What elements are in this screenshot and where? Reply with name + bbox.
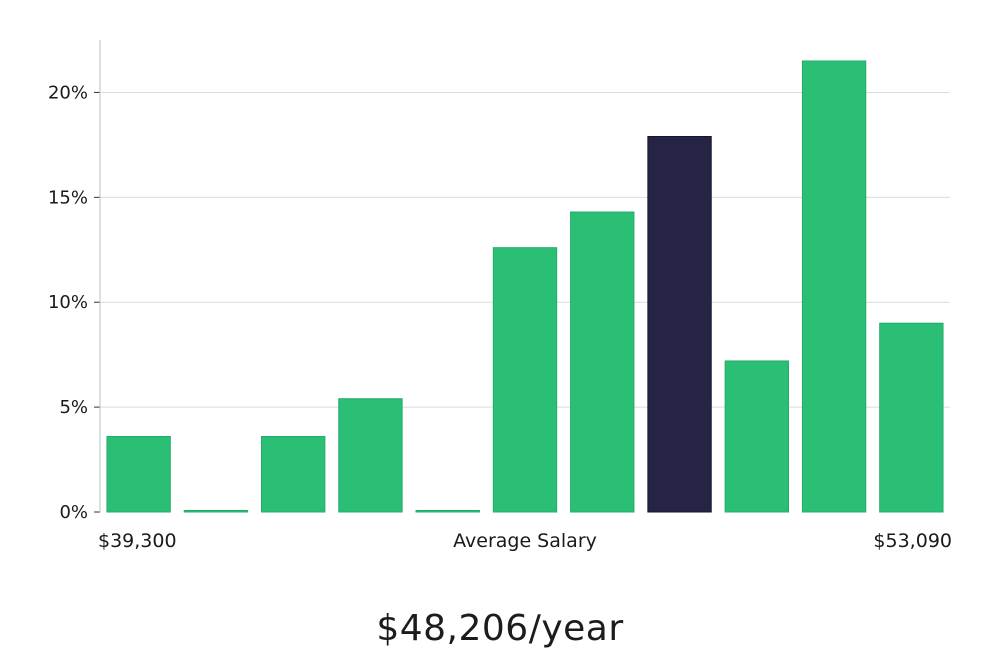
bars [106, 60, 944, 513]
x-axis-max-label: $53,090 [873, 530, 952, 552]
bar [106, 435, 171, 513]
bar [261, 435, 326, 513]
y-tick-label: 10% [48, 292, 88, 313]
y-axis-ticks: 0% 5% 10% 15% 20% [48, 82, 100, 523]
x-axis-min-label: $39,300 [98, 530, 177, 552]
y-tick-label: 20% [48, 82, 88, 103]
bar [183, 510, 249, 513]
salary-histogram: 0% 5% 10% 15% 20% $39,300 Average Salary $53… [48, 40, 952, 552]
average-salary-value: $48,206/year [376, 608, 624, 649]
bar-highlighted [647, 135, 712, 513]
bar [492, 247, 558, 513]
x-axis-title: Average Salary [453, 530, 597, 552]
bar [879, 322, 944, 513]
bar [338, 398, 403, 513]
y-tick-label: 0% [59, 502, 88, 523]
y-tick-label: 5% [59, 397, 88, 418]
bar [724, 360, 789, 513]
bar [801, 60, 867, 513]
y-tick-label: 15% [48, 187, 88, 208]
bar [415, 510, 480, 513]
bar [570, 211, 635, 513]
